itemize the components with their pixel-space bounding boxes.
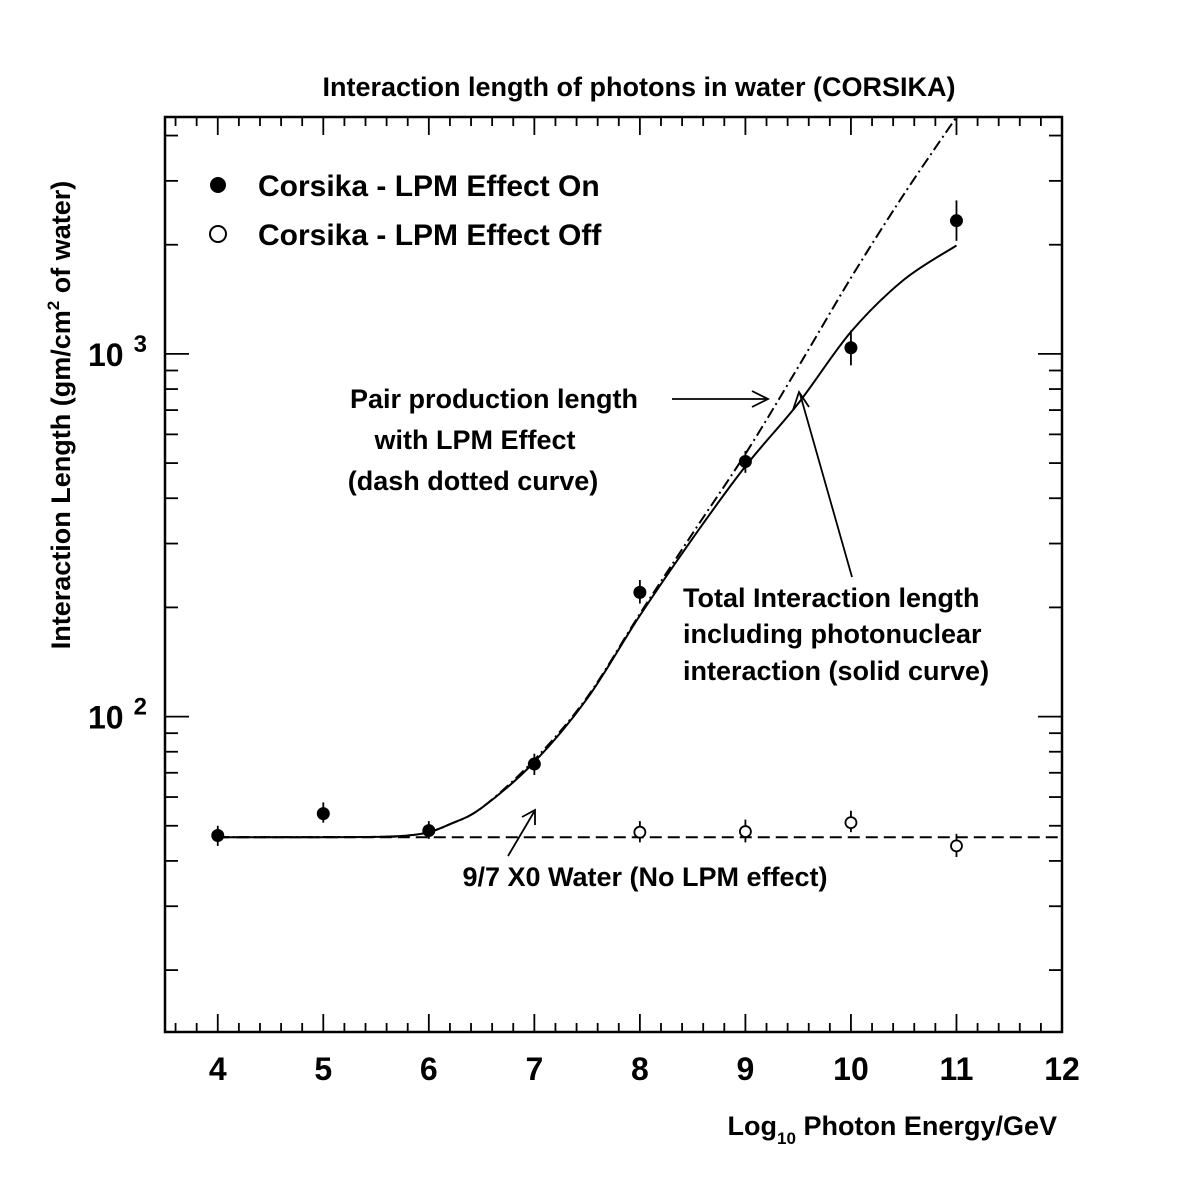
total-interaction-curve [217, 244, 958, 839]
x-tick-label: 9 [737, 1051, 755, 1087]
y-tick-label: 10 2 [88, 694, 147, 736]
annotation-total-line-2: including photonuclear [683, 619, 982, 649]
data-point-lpm-off [739, 825, 752, 838]
x-tick-label: 10 [833, 1051, 869, 1087]
x-tick-labels: 4 5 6 7 8 9 10 11 12 [209, 1051, 1080, 1087]
x-tick-label: 4 [209, 1051, 227, 1087]
data-point-lpm-on [527, 757, 541, 771]
annotation-total-line-3: interaction (solid curve) [683, 656, 989, 686]
chart-title: Interaction length of photons in water (… [323, 72, 956, 102]
legend-marker-lpm-on [210, 177, 226, 193]
annotation-total-arrowhead [792, 389, 810, 411]
x-tick-label: 8 [631, 1051, 649, 1087]
annotation-xo-arrow [507, 811, 535, 857]
x-tick-label: 7 [525, 1051, 543, 1087]
annotation-pair-arrowhead [751, 390, 771, 408]
data-point-lpm-on [949, 214, 963, 228]
data-point-lpm-on [316, 807, 330, 821]
x-tick-label: 6 [420, 1051, 438, 1087]
x-tick-label: 5 [314, 1051, 332, 1087]
data-point-lpm-on [738, 455, 752, 469]
y-axis-label: Interaction Length (gm/cm2 of water) [44, 181, 76, 650]
plot-frame [163, 115, 1064, 1034]
legend: Corsika - LPM Effect On Corsika - LPM Ef… [209, 170, 602, 252]
data-point-lpm-off [844, 816, 858, 830]
annotation-pair-line-1: Pair production length [350, 384, 638, 414]
annotation-total-line-1: Total Interaction length [683, 583, 980, 613]
x-axis-label: Log10 Photon Energy/GeV [728, 1111, 1057, 1148]
data-point-lpm-on [633, 585, 647, 599]
data-points [211, 200, 963, 858]
data-point-lpm-off [633, 825, 647, 839]
legend-label-lpm-off: Corsika - LPM Effect Off [258, 219, 602, 252]
annotation-xo-text: 9/7 X0 Water (No LPM effect) [462, 862, 827, 892]
data-point-lpm-on [844, 341, 858, 355]
x-tick-label: 12 [1044, 1051, 1080, 1087]
annotation-xo-arrowhead [521, 808, 536, 825]
annotation-total-interaction: Total Interaction length including photo… [683, 389, 989, 686]
x-tick-label: 11 [940, 1051, 974, 1087]
annotation-pair-line-2: with LPM Effect [374, 425, 576, 455]
annotation-total-arrow [799, 393, 853, 578]
annotation-pair-line-3: (dash dotted curve) [348, 466, 599, 496]
data-point-lpm-on [422, 824, 436, 838]
tick-layer [165, 117, 1063, 1032]
data-point-lpm-on [211, 829, 225, 843]
legend-label-lpm-on: Corsika - LPM Effect On [258, 170, 600, 203]
annotation-pair-production: Pair production length with LPM Effect (… [348, 384, 771, 496]
y-tick-label: 10 3 [88, 331, 147, 373]
data-point-lpm-off [950, 839, 963, 853]
legend-marker-lpm-off [209, 225, 227, 243]
annotation-xo-water: 9/7 X0 Water (No LPM effect) [462, 808, 828, 892]
